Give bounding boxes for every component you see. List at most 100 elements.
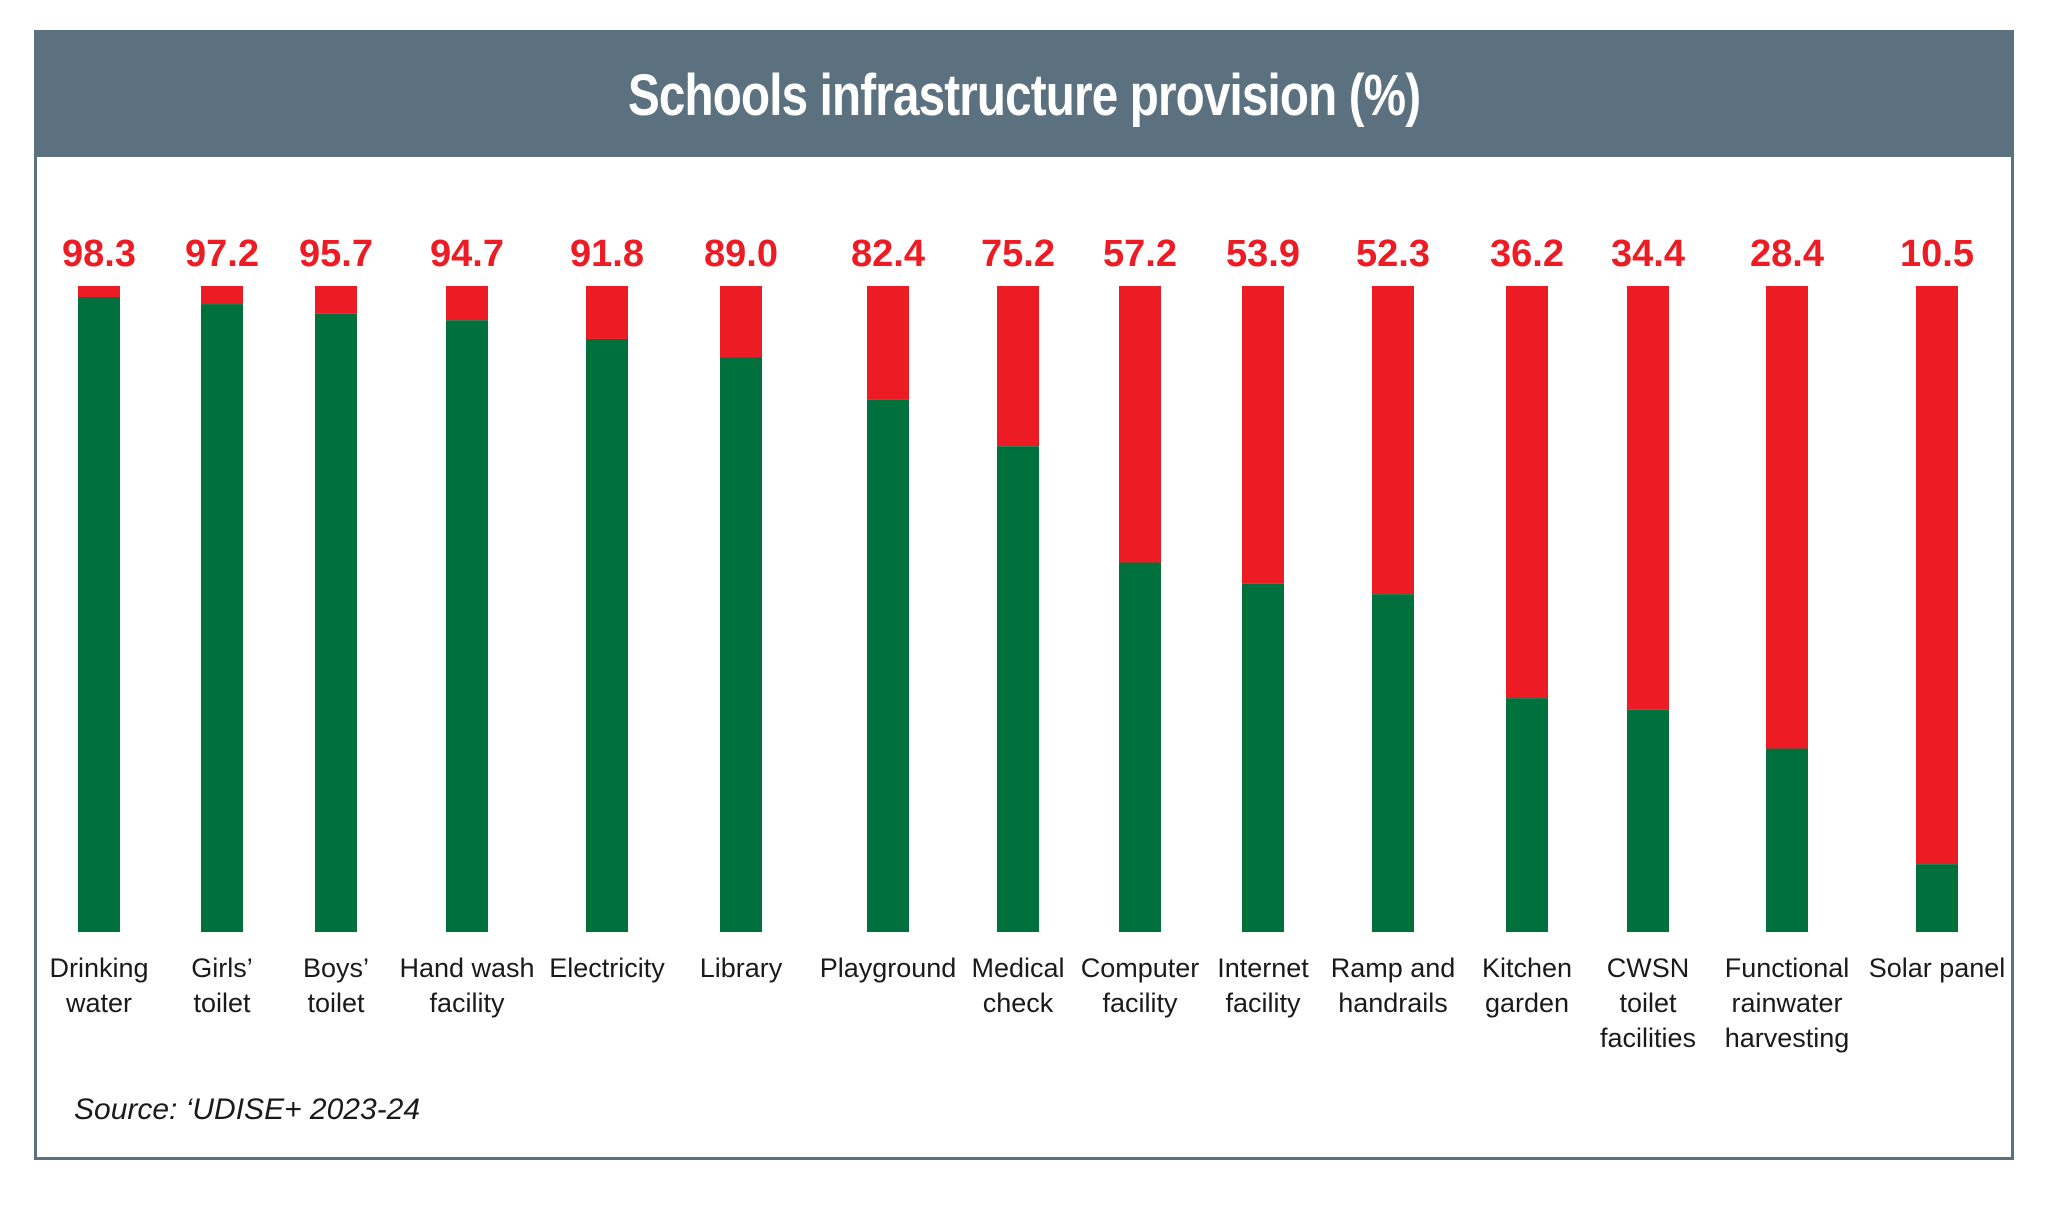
category-label: Internet facility bbox=[1217, 953, 1309, 1018]
category-label-line: Library bbox=[700, 953, 783, 983]
bar-not-provided bbox=[201, 286, 243, 305]
category-label-line: Electricity bbox=[549, 953, 665, 983]
bar-not-provided bbox=[586, 286, 628, 339]
bar-group: 95.7 Boys’ toilet bbox=[299, 233, 373, 1018]
bar-group: 52.3 Ramp and handrails bbox=[1331, 233, 1456, 1018]
category-label-line: Computer bbox=[1081, 953, 1200, 983]
category-label-line: toilet bbox=[193, 988, 251, 1018]
source-note: Source: ‘UDISE+ 2023-24 bbox=[74, 1093, 421, 1126]
data-label: 53.9 bbox=[1226, 233, 1300, 275]
category-label-line: Drinking bbox=[49, 953, 148, 983]
bar-not-provided bbox=[1766, 286, 1808, 749]
data-label: 98.3 bbox=[62, 233, 136, 275]
category-label: Boys’ toilet bbox=[303, 953, 369, 1018]
bar-provided bbox=[867, 399, 909, 932]
bar-not-provided bbox=[1372, 286, 1414, 595]
data-label: 52.3 bbox=[1356, 233, 1430, 275]
category-label-line: toilet bbox=[307, 988, 365, 1018]
data-label: 57.2 bbox=[1103, 233, 1177, 275]
bar-provided bbox=[1242, 583, 1284, 932]
bar-group: 36.2 Kitchen garden bbox=[1482, 233, 1572, 1018]
data-label: 94.7 bbox=[430, 233, 504, 275]
category-label-line: toilet bbox=[1619, 988, 1677, 1018]
data-label: 75.2 bbox=[981, 233, 1055, 275]
category-label: Functional rainwater harvesting bbox=[1725, 953, 1850, 1053]
category-label-line: check bbox=[983, 988, 1054, 1018]
category-label: Library bbox=[700, 953, 783, 983]
bar-group: 94.7 Hand wash facility bbox=[399, 233, 534, 1018]
bar-group: 91.8 Electricity bbox=[549, 233, 665, 983]
category-label-line: Hand wash bbox=[399, 953, 534, 983]
category-label: Hand wash facility bbox=[399, 953, 534, 1018]
bar-group: 98.3 Drinking water bbox=[49, 233, 148, 1018]
category-label-line: Ramp and bbox=[1331, 953, 1456, 983]
bar-group: 75.2 Medical check bbox=[971, 233, 1064, 1018]
title-band: Schools infrastructure provision (%) bbox=[37, 33, 2011, 157]
category-label-line: handrails bbox=[1338, 988, 1448, 1018]
category-label-line: CWSN bbox=[1607, 953, 1690, 983]
category-label: Medical check bbox=[971, 953, 1064, 1018]
data-label: 10.5 bbox=[1900, 233, 1974, 275]
category-label-line: Girls’ bbox=[191, 953, 253, 983]
data-label: 95.7 bbox=[299, 233, 373, 275]
data-label: 34.4 bbox=[1611, 233, 1685, 275]
bar-group: 89.0 Library bbox=[700, 233, 783, 983]
data-label: 97.2 bbox=[185, 233, 259, 275]
bar-provided bbox=[446, 320, 488, 932]
category-label-line: garden bbox=[1485, 988, 1569, 1018]
bar-provided bbox=[1916, 864, 1958, 932]
bar-group: 53.9 Internet facility bbox=[1217, 233, 1309, 1018]
bar-group: 82.4 Playground bbox=[820, 233, 957, 983]
category-label-line: Medical bbox=[971, 953, 1064, 983]
bar-group: 57.2 Computer facility bbox=[1081, 233, 1200, 1018]
bar-provided bbox=[720, 357, 762, 932]
category-label: Kitchen garden bbox=[1482, 953, 1572, 1018]
bar-not-provided bbox=[720, 286, 762, 358]
data-label: 36.2 bbox=[1490, 233, 1564, 275]
category-label-line: facility bbox=[429, 988, 505, 1018]
data-label: 82.4 bbox=[851, 233, 925, 275]
category-label-line: Playground bbox=[820, 953, 957, 983]
category-label-line: water bbox=[65, 988, 132, 1018]
bar-provided bbox=[1627, 709, 1669, 932]
bar-group: 10.5 Solar panel bbox=[1869, 233, 2006, 983]
bar-provided bbox=[1372, 594, 1414, 932]
category-label-line: Kitchen bbox=[1482, 953, 1572, 983]
bar-provided bbox=[78, 296, 120, 932]
bar-not-provided bbox=[315, 286, 357, 314]
category-label: CWSN toilet facilities bbox=[1600, 953, 1696, 1053]
bar-not-provided bbox=[867, 286, 909, 400]
bar-not-provided bbox=[997, 286, 1039, 447]
category-label-line: facility bbox=[1102, 988, 1178, 1018]
bar-not-provided bbox=[78, 286, 120, 297]
category-label-line: Boys’ bbox=[303, 953, 369, 983]
bar-not-provided bbox=[446, 286, 488, 321]
chart-frame: Schools infrastructure provision (%) bbox=[34, 30, 2014, 1160]
category-label-line: facility bbox=[1225, 988, 1301, 1018]
bar-provided bbox=[997, 446, 1039, 932]
bar-group: 34.4 CWSN toilet facilities bbox=[1600, 233, 1696, 1053]
category-label-line: harvesting bbox=[1725, 1023, 1850, 1053]
bar-not-provided bbox=[1627, 286, 1669, 710]
bar-not-provided bbox=[1506, 286, 1548, 699]
category-label: Girls’ toilet bbox=[191, 953, 253, 1018]
category-label: Solar panel bbox=[1869, 953, 2006, 983]
data-label: 89.0 bbox=[704, 233, 778, 275]
category-label-line: Internet bbox=[1217, 953, 1309, 983]
data-label: 28.4 bbox=[1750, 233, 1824, 275]
category-label: Electricity bbox=[549, 953, 665, 983]
data-label: 91.8 bbox=[570, 233, 644, 275]
bar-provided bbox=[586, 338, 628, 932]
bar-provided bbox=[1119, 562, 1161, 932]
category-label-line: Functional bbox=[1725, 953, 1850, 983]
bar-group: 97.2 Girls’ toilet bbox=[185, 233, 259, 1018]
bar-provided bbox=[1766, 748, 1808, 932]
bar-not-provided bbox=[1119, 286, 1161, 563]
bar-group: 28.4 Functional rainwater harvesting bbox=[1725, 233, 1850, 1053]
bar-not-provided bbox=[1916, 286, 1958, 865]
category-label-line: rainwater bbox=[1731, 988, 1842, 1018]
category-label-line: facilities bbox=[1600, 1023, 1696, 1053]
category-label: Drinking water bbox=[49, 953, 148, 1018]
bar-provided bbox=[1506, 698, 1548, 932]
